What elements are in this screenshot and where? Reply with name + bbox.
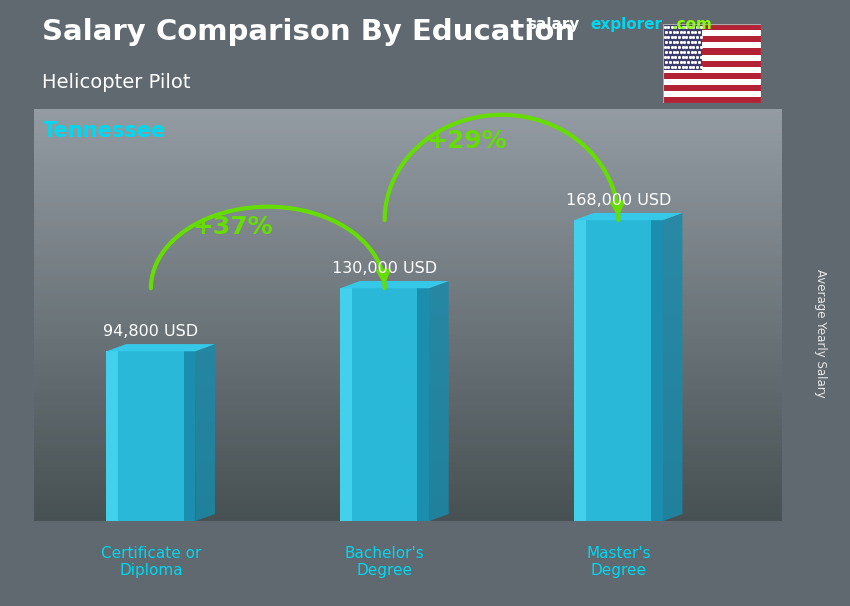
Polygon shape [429,281,449,521]
Text: +29%: +29% [426,129,507,153]
Text: 168,000 USD: 168,000 USD [566,193,671,208]
Bar [663,91,761,97]
Bar [663,97,761,103]
Polygon shape [106,351,118,521]
Text: .com: .com [672,17,712,32]
Bar [663,55,761,61]
Polygon shape [184,351,196,521]
Text: Helicopter Pilot: Helicopter Pilot [42,73,191,92]
Text: Master's
Degree: Master's Degree [586,546,651,578]
Bar [663,48,761,55]
Text: explorer: explorer [591,17,663,32]
Polygon shape [106,344,215,351]
Polygon shape [340,281,449,288]
Bar [663,61,761,67]
Polygon shape [196,344,215,521]
Bar [663,73,761,79]
Text: 130,000 USD: 130,000 USD [332,261,437,276]
Bar [663,30,761,36]
Text: Bachelor's
Degree: Bachelor's Degree [345,546,424,578]
Polygon shape [340,288,429,521]
Bar [663,85,761,91]
Polygon shape [651,220,663,521]
Text: +37%: +37% [192,215,273,239]
Polygon shape [663,213,683,521]
Polygon shape [574,220,586,521]
Text: salary: salary [527,17,580,32]
Polygon shape [417,288,429,521]
Bar [663,36,761,42]
Polygon shape [106,351,196,521]
Text: Certificate or
Diploma: Certificate or Diploma [100,546,201,578]
Bar [663,24,761,30]
Polygon shape [340,288,352,521]
Text: 94,800 USD: 94,800 USD [104,324,198,339]
Bar [663,79,761,85]
Polygon shape [574,220,663,521]
Bar [663,42,761,48]
Bar [663,67,761,73]
Text: Average Yearly Salary: Average Yearly Salary [813,269,827,398]
Bar [663,24,702,70]
Text: Salary Comparison By Education: Salary Comparison By Education [42,18,575,46]
Polygon shape [574,213,683,220]
Text: Tennessee: Tennessee [42,121,166,141]
